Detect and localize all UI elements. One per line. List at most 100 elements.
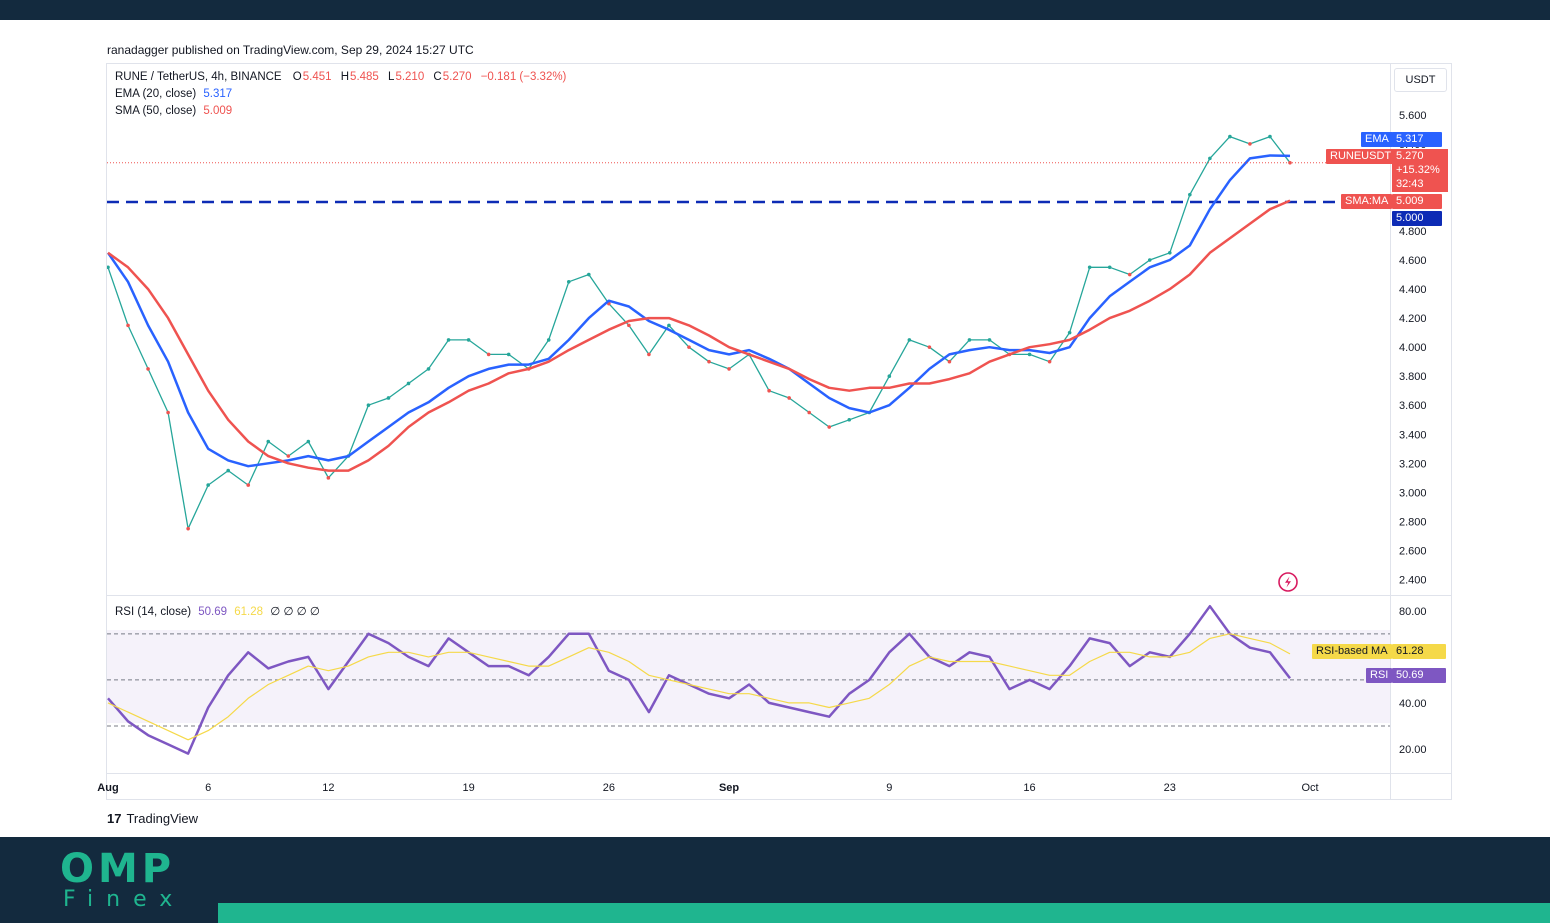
omp-logo: OMP	[60, 846, 176, 892]
price-point	[1167, 250, 1172, 255]
price-point	[807, 410, 811, 415]
rsi-tag-value: 50.69	[1392, 668, 1446, 683]
ohlc-values: O5.451 H5.485 L5.210 C5.270 −0.181 (−3.3…	[292, 71, 567, 83]
high-value: 5.485	[350, 71, 379, 83]
price-point	[466, 338, 471, 342]
price-point	[787, 396, 791, 400]
time-tick-label: 23	[1164, 782, 1176, 794]
price-point	[767, 388, 771, 393]
close-value: 5.270	[442, 71, 472, 83]
price-point	[827, 425, 832, 429]
price-point	[1087, 265, 1092, 270]
price-point	[1107, 265, 1112, 270]
price-point	[667, 323, 671, 328]
sma-label: SMA (50, close)	[115, 105, 197, 117]
price-point	[1127, 272, 1132, 277]
price-point	[246, 483, 251, 487]
price-point	[1147, 258, 1152, 262]
price-point	[426, 367, 431, 371]
price-tag-countdown: 32:43	[1396, 178, 1424, 190]
price-point	[1268, 134, 1272, 139]
price-tick-label: 3.000	[1399, 487, 1427, 499]
price-point	[366, 403, 371, 408]
change-value: −0.181 (−3.32%)	[480, 71, 567, 83]
price-point	[1228, 134, 1232, 139]
price-point	[1208, 156, 1212, 161]
rsi-tag-name: RSI	[1366, 668, 1393, 683]
price-point	[446, 338, 451, 342]
low-value: 5.210	[395, 71, 425, 83]
price-point	[186, 526, 190, 531]
time-tick-label: 16	[1023, 782, 1035, 794]
time-tick-label: Aug	[97, 782, 118, 794]
price-tag: 5.270 +15.32% 32:43	[1392, 149, 1448, 192]
price-point	[126, 323, 130, 328]
price-point	[1067, 330, 1072, 335]
sma-series-line	[107, 199, 1291, 472]
chart-frame	[106, 63, 1452, 800]
price-tick-label: 3.800	[1399, 371, 1427, 383]
rsi-ma-value: 61.28	[234, 606, 264, 618]
open-value: 5.451	[302, 71, 332, 83]
ema-tag-name: EMA	[1361, 132, 1393, 147]
rsi-legend[interactable]: RSI (14, close) 50.69 61.28 ∅ ∅ ∅ ∅	[115, 604, 320, 618]
price-point	[306, 439, 311, 444]
symbol-tag-name: RUNEUSDT	[1326, 149, 1396, 164]
time-tick-label: 19	[462, 782, 474, 794]
rsi-value: 50.69	[198, 606, 228, 618]
rsi-extras: ∅ ∅ ∅ ∅	[270, 606, 320, 618]
price-tick-label: 4.200	[1399, 313, 1427, 325]
currency-button[interactable]: USDT	[1394, 68, 1447, 92]
price-point	[107, 265, 110, 270]
price-tick-label: 5.600	[1399, 110, 1427, 122]
price-point	[627, 323, 631, 328]
sma-legend[interactable]: SMA (50, close) 5.009	[115, 105, 232, 117]
price-tag-value: 5.270	[1396, 150, 1424, 162]
price-point	[506, 352, 511, 357]
price-point	[286, 454, 291, 458]
price-tag-pct: +15.32%	[1396, 164, 1440, 176]
top-bar	[0, 0, 1550, 20]
time-tick-label: 9	[886, 782, 892, 794]
rsi-ma-series-line	[107, 633, 1291, 741]
symbol-legend[interactable]: RUNE / TetherUS, 4h, BINANCE O5.451 H5.4…	[115, 71, 566, 83]
price-point	[206, 483, 210, 487]
price-tick-label: 2.800	[1399, 516, 1427, 528]
footer-banner	[0, 837, 1550, 923]
price-point	[1248, 142, 1252, 146]
rsi-tick-label: 40.00	[1399, 698, 1427, 710]
time-tick-label: 6	[205, 782, 211, 794]
price-point	[1188, 192, 1192, 197]
price-tick-label: 3.400	[1399, 429, 1427, 441]
publisher-line: ranadagger published on TradingView.com,…	[107, 43, 474, 57]
time-tick-label: 26	[603, 782, 615, 794]
level-tag: 5.000	[1392, 211, 1442, 226]
rsi-tick-label: 20.00	[1399, 744, 1427, 756]
finex-logo: Finex	[63, 887, 186, 912]
price-point	[166, 410, 170, 415]
price-tick-label: 2.600	[1399, 545, 1427, 557]
symbol-name: RUNE / TetherUS, 4h, BINANCE	[115, 71, 282, 83]
price-point	[687, 345, 691, 349]
flash-icon[interactable]	[1278, 572, 1298, 592]
price-point	[1027, 352, 1032, 357]
price-point	[1047, 359, 1052, 364]
price-point	[727, 367, 731, 371]
time-tick-label: Oct	[1301, 782, 1318, 794]
tradingview-brand[interactable]: 17 TradingView	[107, 811, 198, 826]
price-tick-label: 3.600	[1399, 400, 1427, 412]
footer-stripe	[218, 903, 1550, 923]
ema-legend[interactable]: EMA (20, close) 5.317	[115, 88, 232, 100]
ema-value: 5.317	[203, 88, 233, 100]
price-point	[847, 417, 852, 422]
tradingview-logo-icon: 17	[107, 811, 122, 826]
ema-series-line	[107, 154, 1291, 468]
ema-label: EMA (20, close)	[115, 88, 197, 100]
rsi-ma-tag-name: RSI-based MA	[1312, 644, 1392, 659]
ema-tag-value: 5.317	[1392, 132, 1442, 147]
runeusdt-series-line	[107, 135, 1291, 530]
price-tick-label: 4.000	[1399, 342, 1427, 354]
price-point	[326, 476, 331, 480]
price-tick-label: 4.400	[1399, 284, 1427, 296]
